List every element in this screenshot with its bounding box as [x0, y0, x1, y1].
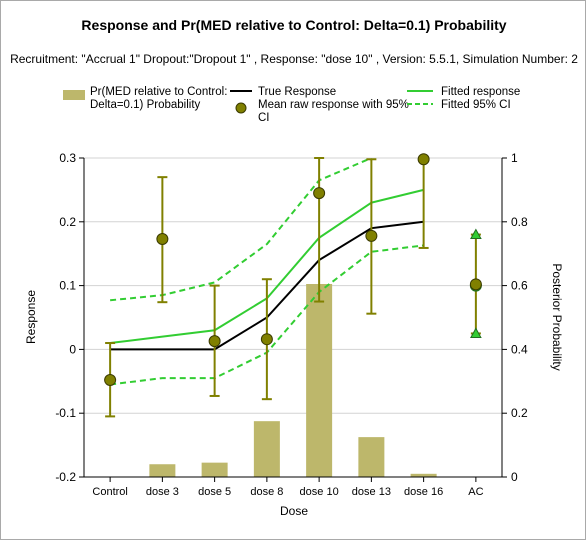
- x-tick-label-7: AC: [468, 486, 483, 498]
- fitted-ci-upper-line: [110, 158, 372, 302]
- mean-dot-5: [365, 229, 378, 242]
- y2-axis-label: Posterior Probability: [550, 263, 564, 370]
- probability-bar-5: [358, 437, 385, 477]
- probability-bar-4: [306, 284, 333, 477]
- x-tick-label-4: dose 10: [300, 486, 339, 498]
- mean-dot-3: [260, 333, 273, 346]
- mean-dot-1: [156, 233, 169, 246]
- legend-mean-dot-swatch: [235, 102, 247, 114]
- mean-dot-6: [417, 153, 430, 166]
- active-control-ci-marker-1: [470, 327, 482, 338]
- x-tick-label-1: dose 3: [146, 486, 179, 498]
- y2-tick-label-4: 0.2: [511, 406, 528, 420]
- probability-bar-3: [253, 421, 280, 477]
- y2-tick-label-5: 0: [511, 470, 518, 484]
- mean-dot-2: [208, 335, 221, 348]
- legend: Pr(MED relative to Control: Delta=0.1) P…: [63, 86, 520, 124]
- x-tick-label-6: dose 16: [404, 486, 443, 498]
- chart-title: Response and Pr(MED relative to Control:…: [81, 17, 506, 33]
- y2-tick-label-0: 1: [511, 151, 518, 165]
- mean-dot-7: [469, 278, 482, 291]
- y-tick-label-5: -0.2: [55, 470, 76, 484]
- plot-area: 0.3 0.2 0.1 0 -0.1 -0.2 1 0.8 0.6 0.4 0.2 0 Control d…: [55, 151, 528, 498]
- probability-bar-1: [149, 464, 176, 477]
- legend-label-mean-line2: CI: [258, 112, 270, 124]
- y-tick-label-4: -0.1: [55, 406, 76, 420]
- y2-tick-label-1: 0.8: [511, 215, 528, 229]
- legend-label-probability-line1: Pr(MED relative to Control:: [90, 86, 227, 98]
- x-tick-label-5: dose 13: [352, 486, 391, 498]
- mean-dot-0: [104, 374, 117, 387]
- y-tick-label-3: 0: [69, 342, 76, 356]
- probability-bar-2: [201, 462, 228, 477]
- y-tick-label-0: 0.3: [59, 151, 76, 165]
- legend-label-fitted-ci: Fitted 95% CI: [441, 99, 511, 111]
- x-tick-label-3: dose 8: [250, 486, 283, 498]
- x-axis-label: Dose: [280, 504, 308, 518]
- legend-label-probability-line2: Delta=0.1) Probability: [90, 99, 201, 111]
- y2-tick-label-3: 0.4: [511, 342, 528, 356]
- x-tick-label-2: dose 5: [198, 486, 231, 498]
- chart-subtitle: Recruitment: "Accrual 1" Dropout:"Dropou…: [10, 52, 578, 66]
- legend-label-fitted-response: Fitted response: [441, 86, 520, 98]
- y-tick-label-2: 0.1: [59, 279, 76, 293]
- legend-label-true-response: True Response: [258, 86, 336, 98]
- y2-tick-label-2: 0.6: [511, 279, 528, 293]
- y-axis-label: Response: [24, 290, 38, 344]
- probability-bar-6: [410, 473, 437, 477]
- active-control-ci-marker-0: [470, 228, 482, 240]
- y-tick-label-1: 0.2: [59, 215, 76, 229]
- legend-label-mean-line1: Mean raw response with 95%: [258, 99, 409, 111]
- legend-bar-swatch: [63, 90, 85, 100]
- mean-dot-4: [313, 187, 326, 200]
- x-tick-label-0: Control: [92, 486, 127, 498]
